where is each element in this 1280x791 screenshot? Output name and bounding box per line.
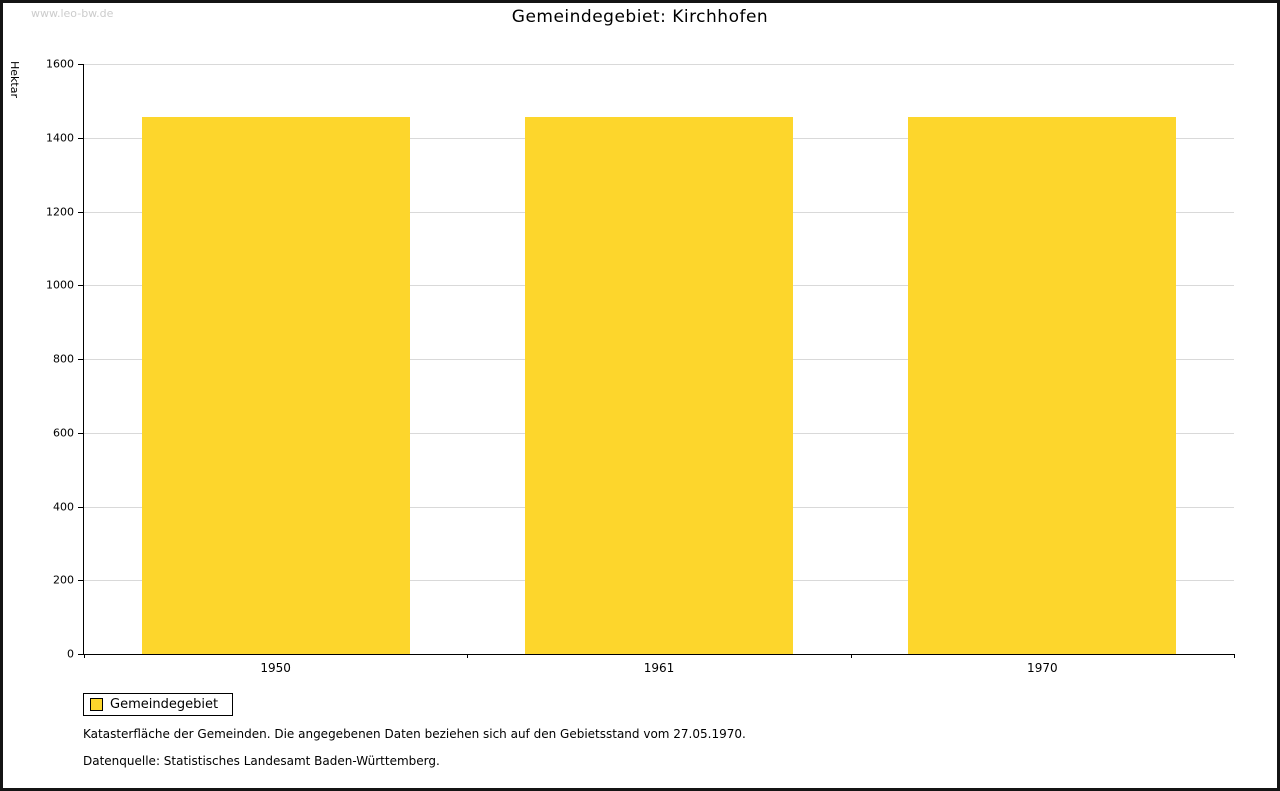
watermark: www.leo-bw.de [31,7,114,20]
x-axis-tick [467,654,469,658]
x-tick-label: 1961 [643,661,675,675]
y-axis-tick [78,64,84,65]
x-axis-tick [850,654,852,658]
y-axis-tick [78,432,84,434]
y-tick-label: 1600 [46,57,74,71]
y-axis-tick [78,285,84,287]
y-axis-label: Hektar [8,61,21,98]
bar-1961 [524,117,794,654]
plot-area: 0 200 400 600 800 1000 1200 1400 1600 1950 1961 197… [46,58,1235,675]
y-tick-label: 800 [53,352,74,366]
footnote-data-source: Datenquelle: Statistisches Landesamt Bad… [83,754,440,768]
y-axis-tick [78,359,84,360]
y-tick-label: 600 [53,426,74,440]
bar-1970 [908,117,1177,654]
y-tick-label: 1000 [46,278,74,292]
y-axis-tick [78,654,84,655]
x-tick-label: 1950 [260,661,291,675]
y-tick-label: 400 [53,500,74,513]
gridline [84,64,1234,65]
y-axis-tick [78,580,84,582]
y-tick-label: 0 [67,647,74,661]
bar-1950 [141,117,410,654]
y-tick-label: 1200 [46,205,74,218]
y-axis-tick [78,506,84,508]
x-tick-label: 1970 [1027,661,1058,675]
y-axis-tick [78,211,84,213]
y-axis-tick [78,137,84,139]
y-tick-label: 200 [53,573,74,587]
x-axis-tick [1234,654,1235,658]
legend: Gemeindegebiet [83,693,234,716]
legend-label: Gemeindegebiet [110,697,219,712]
x-axis-tick [84,654,85,658]
chart-title: Gemeindegebiet: Kirchhofen [511,7,769,27]
legend-swatch [90,698,103,711]
y-tick-label: 1400 [46,131,74,145]
footnote-source-note: Katasterfläche der Gemeinden. Die angege… [83,727,746,741]
